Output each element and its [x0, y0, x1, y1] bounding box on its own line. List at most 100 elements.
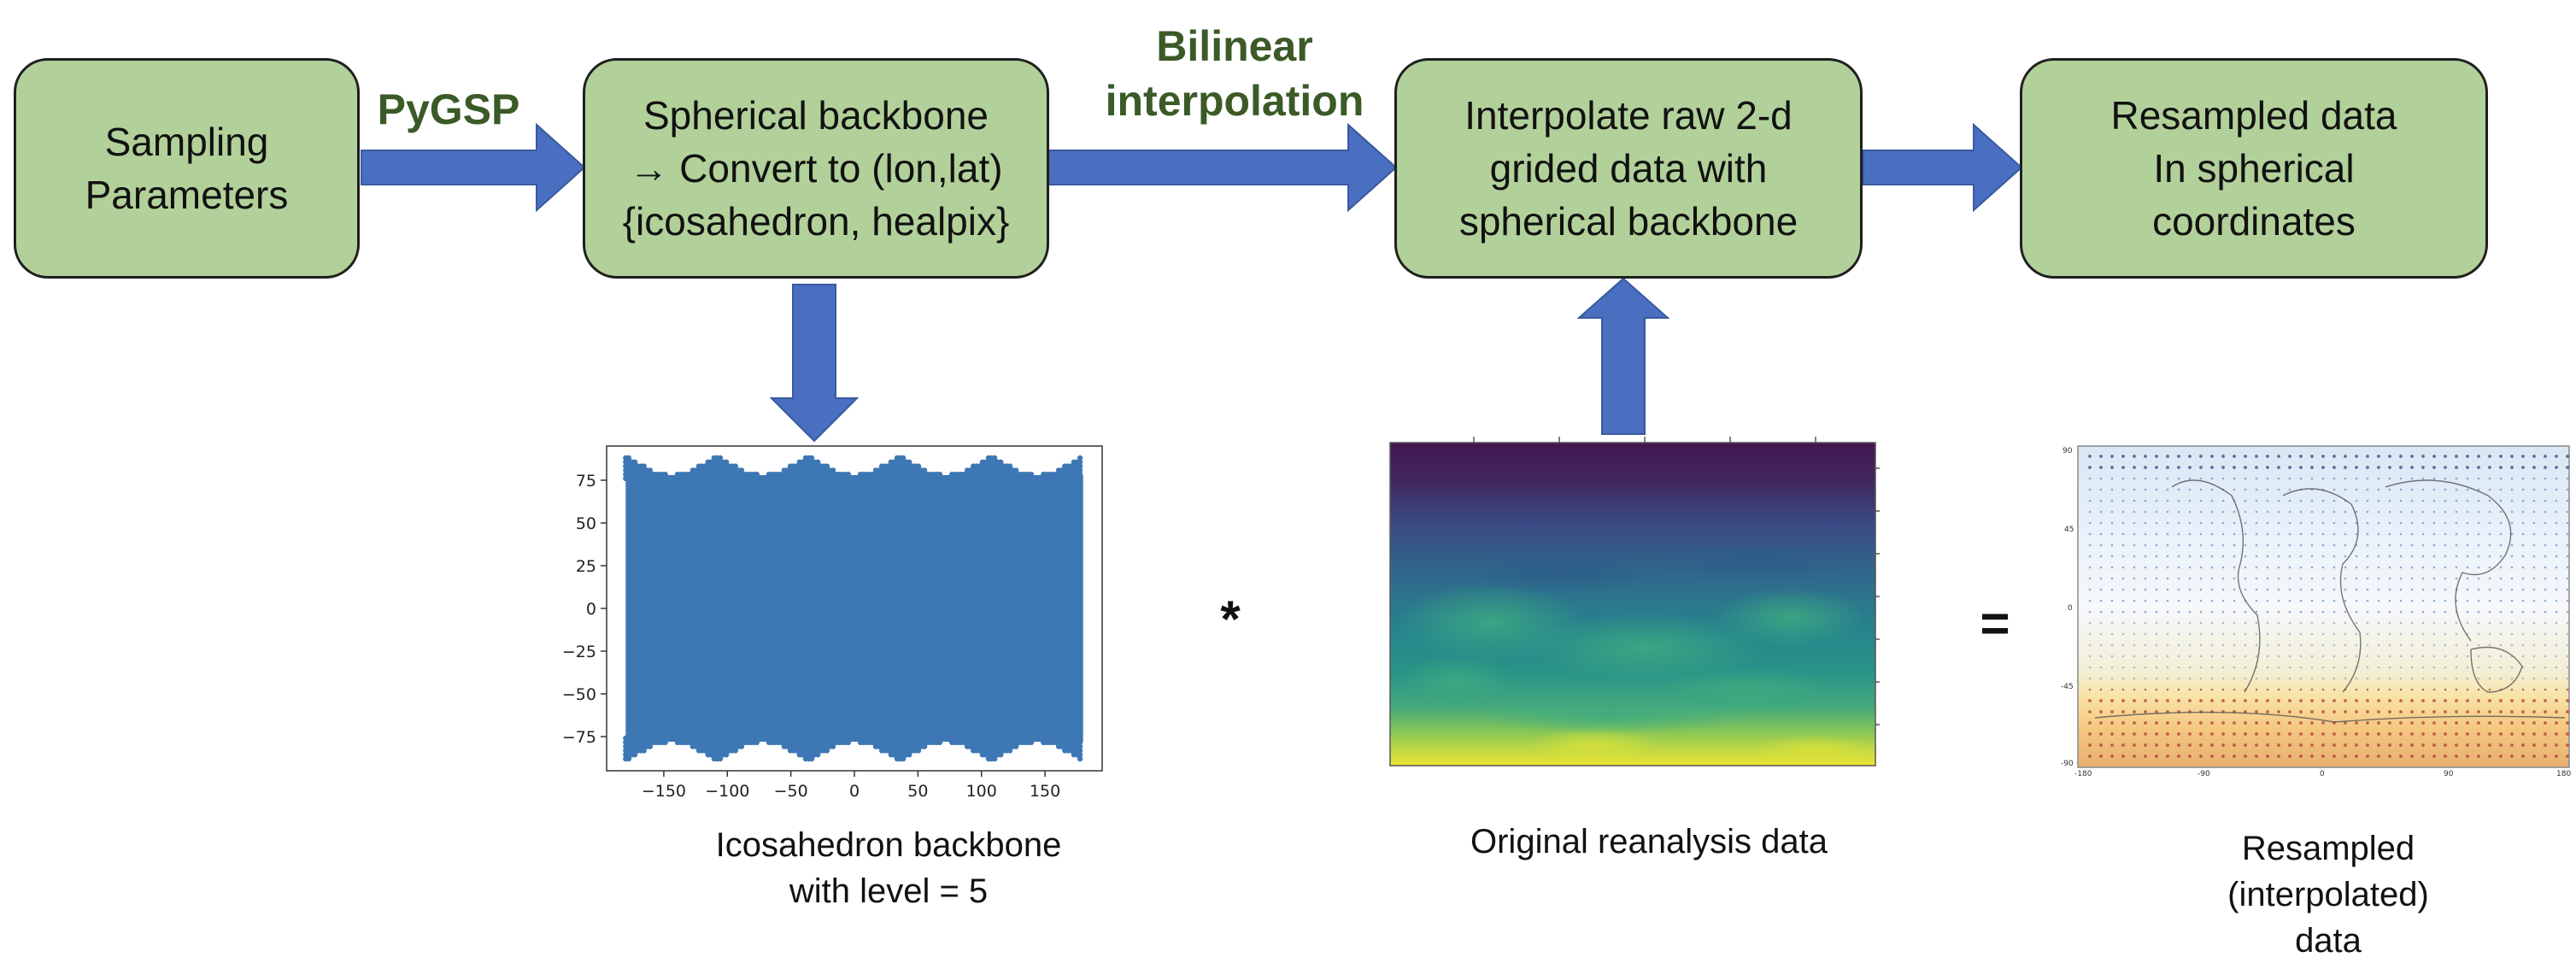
resampled-point [2144, 710, 2147, 714]
resampled-point [2544, 621, 2547, 625]
resampled-point [2355, 599, 2358, 602]
resampled-point [2110, 743, 2114, 747]
resampled-point [2399, 643, 2403, 647]
resampled-point [2188, 755, 2192, 758]
scatter-point [1077, 739, 1083, 745]
resampled-point [2544, 610, 2547, 614]
resampled-point [2410, 477, 2414, 480]
resampled-point [2366, 688, 2369, 691]
resampled-point [2366, 488, 2369, 491]
resampled-point [2544, 466, 2547, 469]
resampled-point [2432, 488, 2436, 491]
resampled-point [2110, 666, 2114, 669]
resampled-point [2510, 521, 2514, 525]
resampled-point [2199, 743, 2203, 747]
resampled-point [2544, 510, 2547, 514]
resampled-point [2510, 710, 2514, 714]
resampled-point [2332, 666, 2336, 669]
resampled-point [2110, 521, 2114, 525]
resampled-point [2099, 699, 2103, 702]
resampled-point [2299, 610, 2303, 614]
resampled-point [2088, 499, 2092, 502]
resampled-point [2088, 555, 2092, 558]
resampled-point [2255, 632, 2258, 636]
resampled-point [2466, 621, 2469, 625]
resampled-point [2399, 577, 2403, 580]
resampled-point [2110, 677, 2114, 680]
resampled-point [2088, 732, 2092, 736]
resampled-point [2477, 566, 2480, 569]
resampled-point [2355, 577, 2358, 580]
resampled-point [2166, 666, 2169, 669]
resampled-point [2310, 532, 2314, 536]
resampled-point [2310, 755, 2314, 758]
resampled-point [2210, 655, 2214, 658]
resampled-point [2310, 743, 2314, 747]
resampled-point [2555, 632, 2558, 636]
resampled-point [2499, 588, 2503, 591]
resampled-point [2121, 466, 2125, 469]
resampled-point [2099, 577, 2103, 580]
resampled-point [2166, 455, 2169, 458]
resampled-point [2277, 643, 2280, 647]
resampled-point [2155, 710, 2158, 714]
resampled-point [2155, 532, 2158, 536]
resampled-point [2499, 655, 2503, 658]
resampled-point [2310, 521, 2314, 525]
resampled-point [2321, 755, 2325, 758]
resampled-point [2088, 643, 2092, 647]
resampled-point [2088, 566, 2092, 569]
resampled-point [2266, 566, 2269, 569]
resampled-point [2177, 655, 2180, 658]
resampled-point [2310, 699, 2314, 702]
resampled-point [2221, 721, 2225, 725]
resampled-point [2510, 688, 2514, 691]
resampled-point [2321, 699, 2325, 702]
resampled-point [2233, 588, 2236, 591]
resampled-point [2277, 755, 2280, 758]
resampled-point [2544, 732, 2547, 736]
resampled-point [2477, 610, 2480, 614]
resampled-point [2410, 532, 2414, 536]
resampled-point [2455, 632, 2458, 636]
resampled-point [2455, 532, 2458, 536]
resampled-point [2399, 477, 2403, 480]
resampled-point [2177, 466, 2180, 469]
resampled-point [2321, 710, 2325, 714]
scatter-point [1077, 459, 1083, 465]
resampled-point [2388, 655, 2391, 658]
resampled-point [2221, 699, 2225, 702]
resampled-point [2344, 621, 2347, 625]
resampled-point [2499, 755, 2503, 758]
resampled-point [2466, 688, 2469, 691]
resampled-point [2310, 621, 2314, 625]
resampled-point [2544, 666, 2547, 669]
resampled-point [2432, 610, 2436, 614]
resampled-point [2177, 455, 2180, 458]
resampled-point [2377, 688, 2380, 691]
resampled-point [2355, 499, 2358, 502]
resampled-point [2499, 455, 2503, 458]
resampled-point [2532, 721, 2536, 725]
resampled-point [2121, 699, 2125, 702]
resampled-point [2177, 632, 2180, 636]
resampled-point [2510, 743, 2514, 747]
resampled-point [2099, 743, 2103, 747]
resampled-point [2188, 466, 2192, 469]
resampled-point [2332, 521, 2336, 525]
resampled-data-box: Resampled data In spherical coordinates [2020, 58, 2488, 279]
resampled-point [2477, 588, 2480, 591]
resampled-point [2432, 588, 2436, 591]
resampled-point [2410, 599, 2414, 602]
resampled-point [2410, 466, 2414, 469]
resampled-point [2133, 543, 2136, 547]
resampled-point [2344, 599, 2347, 602]
resampled-point [2099, 621, 2103, 625]
resampled-point [2555, 521, 2558, 525]
resampled-point [2521, 510, 2525, 514]
resampled-point [2144, 499, 2147, 502]
resampled-point [2188, 521, 2192, 525]
resampled-point [2366, 610, 2369, 614]
resampled-point [2377, 710, 2380, 714]
resampled-point [2199, 532, 2203, 536]
